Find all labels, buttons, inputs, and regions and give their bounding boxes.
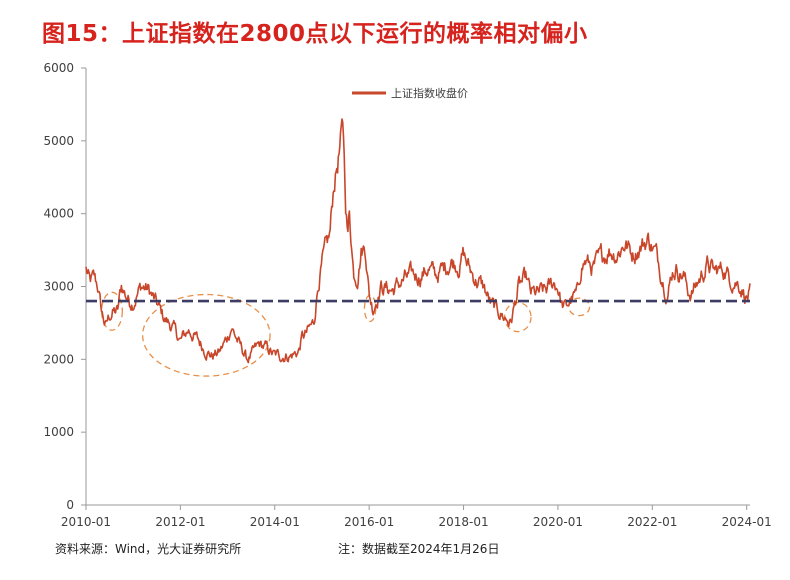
- chart-legend: 上证指数收盘价: [352, 86, 468, 100]
- highlight-ellipse: [100, 291, 123, 331]
- y-tick-label: 3000: [43, 280, 74, 294]
- highlight-ellipse: [141, 293, 271, 377]
- y-tick-label: 0: [66, 498, 74, 512]
- y-tick-label: 1000: [43, 425, 74, 439]
- highlight-ellipse: [503, 301, 532, 333]
- figure-title: 图15：上证指数在2800点以下运行的概率相对偏小: [42, 21, 588, 47]
- highlight-regions: [100, 291, 591, 377]
- x-tick-label: 2022-01: [627, 515, 677, 529]
- source-note: 资料来源：Wind，光大证券研究所: [55, 542, 242, 556]
- y-tick-label: 6000: [43, 61, 74, 75]
- y-tick-label: 5000: [43, 134, 74, 148]
- x-tick-label: 2014-01: [250, 515, 300, 529]
- chart-series: [85, 118, 751, 364]
- legend-label: 上证指数收盘价: [391, 86, 468, 100]
- series-line-shanghai-composite: [85, 118, 751, 364]
- x-tick-label: 2016-01: [344, 515, 394, 529]
- highlight-ellipse: [568, 297, 591, 317]
- x-tick-label: 2020-01: [533, 515, 583, 529]
- date-note: 注：数据截至2024年1月26日: [338, 542, 500, 556]
- y-tick-label: 4000: [43, 207, 74, 221]
- chart-axes: 0 1000 2000 3000 4000 5000 6000 2010-01 2012-01 2…: [43, 61, 771, 529]
- x-tick-label: 2024-01: [722, 515, 772, 529]
- y-tick-label: 2000: [43, 352, 74, 366]
- x-tick-label: 2010-01: [61, 515, 111, 529]
- x-tick-label: 2012-01: [155, 515, 205, 529]
- x-tick-label: 2018-01: [438, 515, 488, 529]
